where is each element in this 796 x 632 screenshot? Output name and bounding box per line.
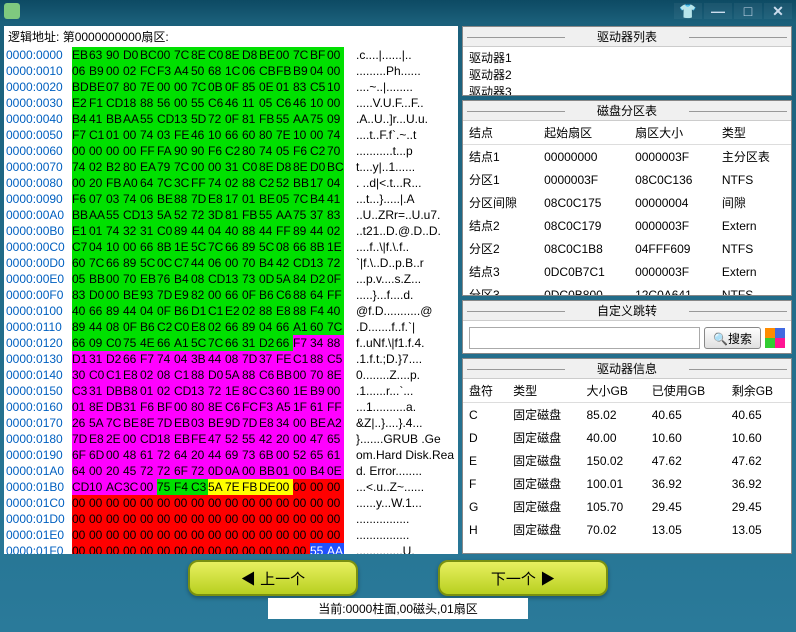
shirt-button[interactable]: 👕	[674, 3, 702, 19]
table-row[interactable]: H固定磁盘70.0213.0513.05	[463, 518, 791, 541]
partition-table-panel: 磁盘分区表 结点起始扇区扇区大小类型结点1000000000000003F主分区…	[462, 100, 792, 296]
app-icon	[4, 3, 20, 19]
table-row[interactable]: 分区间隙08C0C17500000004间隙	[463, 191, 791, 214]
driver-list-title: 驱动器列表	[463, 27, 791, 47]
close-button[interactable]: ✕	[764, 3, 792, 19]
table-row[interactable]: D固定磁盘40.0010.6010.60	[463, 426, 791, 449]
jump-title: 自定义跳转	[463, 301, 791, 321]
table-row[interactable]: C固定磁盘85.0240.6540.65	[463, 403, 791, 427]
drive-info-table[interactable]: 盘符类型大小GB已使用GB剩余GBC固定磁盘85.0240.6540.65D固定…	[463, 379, 791, 541]
table-row[interactable]: 结点30DC0B7C10000003FExtern	[463, 260, 791, 283]
table-row[interactable]: G固定磁盘105.7029.4529.45	[463, 495, 791, 518]
table-row[interactable]: 分区208C0C1B804FFF609NTFS	[463, 237, 791, 260]
table-row[interactable]: E固定磁盘150.0247.6247.62	[463, 449, 791, 472]
table-row[interactable]: 结点208C0C1790000003FExtern	[463, 214, 791, 237]
driver-item[interactable]: 驱动器1	[467, 49, 787, 66]
maximize-button[interactable]: □	[734, 3, 762, 19]
minimize-button[interactable]: —	[704, 3, 732, 19]
partition-table[interactable]: 结点起始扇区扇区大小类型结点1000000000000003F主分区表分区100…	[463, 121, 791, 295]
jump-panel: 自定义跳转 🔍搜索	[462, 300, 792, 354]
calculator-icon[interactable]	[765, 328, 785, 348]
table-row[interactable]: 结点1000000000000003F主分区表	[463, 145, 791, 169]
status-bar: 当前:0000柱面,00磁头,01扇区	[268, 598, 528, 619]
prev-button[interactable]: ◀ 上一个	[188, 560, 358, 596]
table-row[interactable]: 分区30DC0B80012C0A641NTFS	[463, 283, 791, 295]
driver-item[interactable]: 驱动器3	[467, 83, 787, 95]
titlebar: 👕 — □ ✕	[0, 0, 796, 22]
next-button[interactable]: 下一个 ▶	[438, 560, 608, 596]
search-button[interactable]: 🔍搜索	[704, 327, 761, 349]
hex-editor[interactable]: 0000:0000EB 63 90 D0 BC 00 7C 8E C0 8E D…	[4, 47, 458, 554]
jump-input[interactable]	[469, 327, 700, 349]
address-label: 逻辑地址: 第0000000000扇区:	[4, 26, 458, 47]
table-row[interactable]: F固定磁盘100.0136.9236.92	[463, 472, 791, 495]
drive-info-panel: 驱动器信息 盘符类型大小GB已使用GB剩余GBC固定磁盘85.0240.6540…	[462, 358, 792, 554]
table-row[interactable]: 分区10000003F08C0C136NTFS	[463, 168, 791, 191]
driver-list-panel: 驱动器列表 驱动器1驱动器2驱动器3	[462, 26, 792, 96]
driver-item[interactable]: 驱动器2	[467, 66, 787, 83]
drive-info-title: 驱动器信息	[463, 359, 791, 379]
partition-table-title: 磁盘分区表	[463, 101, 791, 121]
